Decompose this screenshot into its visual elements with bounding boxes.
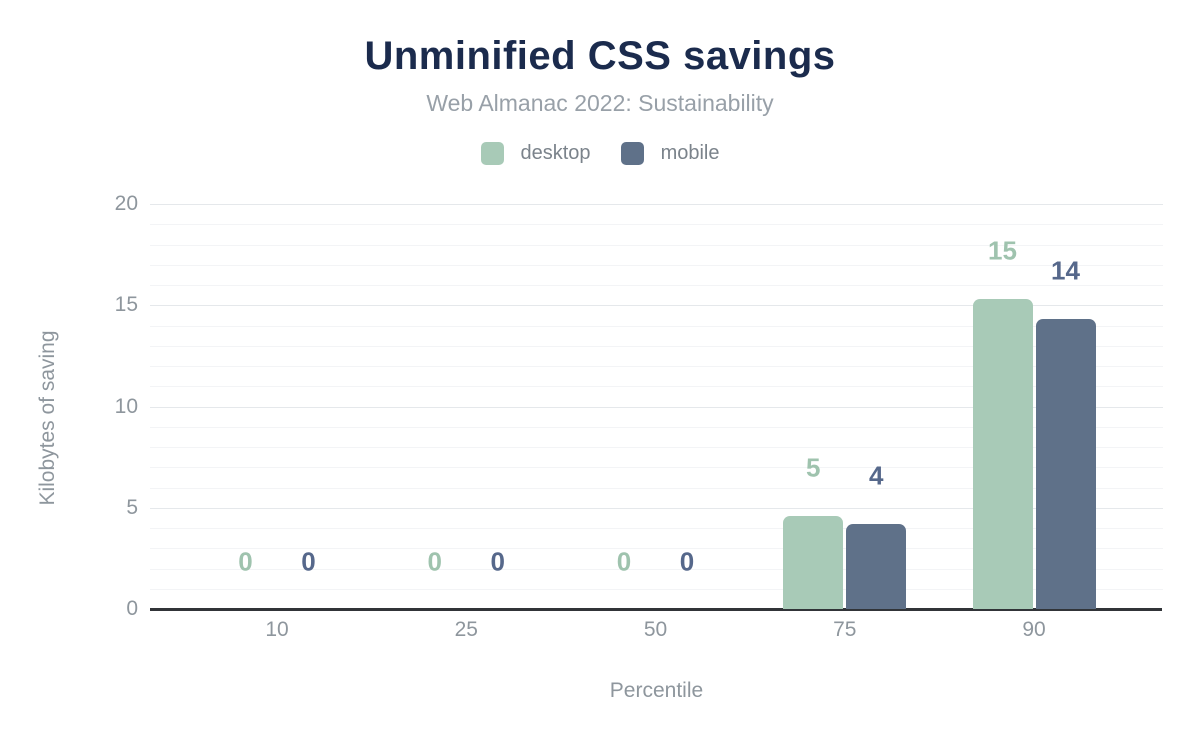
y-tick-label-10: 10 — [114, 394, 138, 418]
minor-gridline — [150, 426, 1163, 428]
bar-value-label-mobile-p90: 14 — [1051, 255, 1080, 286]
bar-desktop-p75 — [783, 515, 844, 609]
minor-gridline — [150, 568, 1163, 570]
desktop-swatch-icon — [480, 142, 504, 165]
minor-gridline — [150, 224, 1163, 226]
minor-gridline — [150, 528, 1163, 529]
y-axis-title: Kilobytes of saving — [36, 330, 59, 506]
bar-value-label-desktop-p90: 15 — [988, 235, 1017, 266]
major-gridline — [150, 507, 1163, 509]
y-tick-label-5: 5 — [126, 495, 138, 519]
minor-gridline — [150, 548, 1163, 550]
bar-value-label-mobile-p10: 0 — [301, 546, 316, 577]
legend-item-mobile[interactable]: mobile — [620, 142, 720, 165]
minor-gridline — [150, 345, 1163, 347]
legend-label-desktop: desktop — [520, 142, 591, 164]
minor-gridline — [150, 366, 1163, 367]
bar-value-label-mobile-p50: 0 — [679, 546, 695, 577]
minor-gridline — [150, 244, 1163, 246]
x-axis-line — [150, 608, 1162, 611]
minor-gridline — [150, 467, 1163, 469]
bar-value-label-mobile-p75: 4 — [869, 460, 884, 491]
major-gridline — [150, 305, 1163, 307]
minor-gridline — [150, 487, 1163, 489]
chart-title: Unminified CSS savings — [364, 34, 836, 78]
x-tick-label-75: 75 — [833, 618, 857, 641]
x-tick-label-25: 25 — [454, 618, 478, 641]
bar-value-label-desktop-p25: 0 — [427, 546, 442, 577]
x-tick-label-50: 50 — [643, 618, 668, 641]
x-tick-label-10: 10 — [265, 618, 289, 641]
legend-label-mobile: mobile — [660, 142, 720, 164]
major-gridline — [150, 204, 1163, 205]
bar-mobile-p75 — [846, 523, 907, 609]
minor-gridline — [150, 264, 1163, 266]
x-axis-title: Percentile — [609, 679, 704, 702]
bar-value-label-desktop-p10: 0 — [238, 546, 253, 577]
x-tick-label-90: 90 — [1022, 618, 1046, 641]
mobile-swatch-icon — [620, 142, 644, 165]
bar-value-label-mobile-p25: 0 — [490, 546, 505, 577]
bar-value-label-desktop-p50: 0 — [616, 546, 632, 577]
minor-gridline — [150, 285, 1163, 286]
y-tick-label-15: 15 — [114, 293, 138, 317]
major-gridline — [150, 406, 1163, 408]
legend-item-desktop[interactable]: desktop — [480, 142, 591, 165]
bar-desktop-p90 — [972, 299, 1033, 609]
bar-value-label-desktop-p75: 5 — [806, 452, 821, 483]
minor-gridline — [150, 325, 1163, 327]
legend: desktop mobile — [0, 142, 1200, 165]
plot-area: 0 0 0 5 15 0 0 0 4 14 — [150, 204, 1163, 611]
bar-mobile-p90 — [1035, 319, 1096, 609]
minor-gridline — [150, 447, 1163, 448]
minor-gridline — [150, 588, 1163, 590]
minor-gridline — [150, 386, 1163, 388]
y-tick-label-0: 0 — [126, 597, 138, 620]
y-tick-label-20: 20 — [114, 192, 138, 215]
chart-subtitle: Web Almanac 2022: Sustainability — [426, 90, 774, 116]
